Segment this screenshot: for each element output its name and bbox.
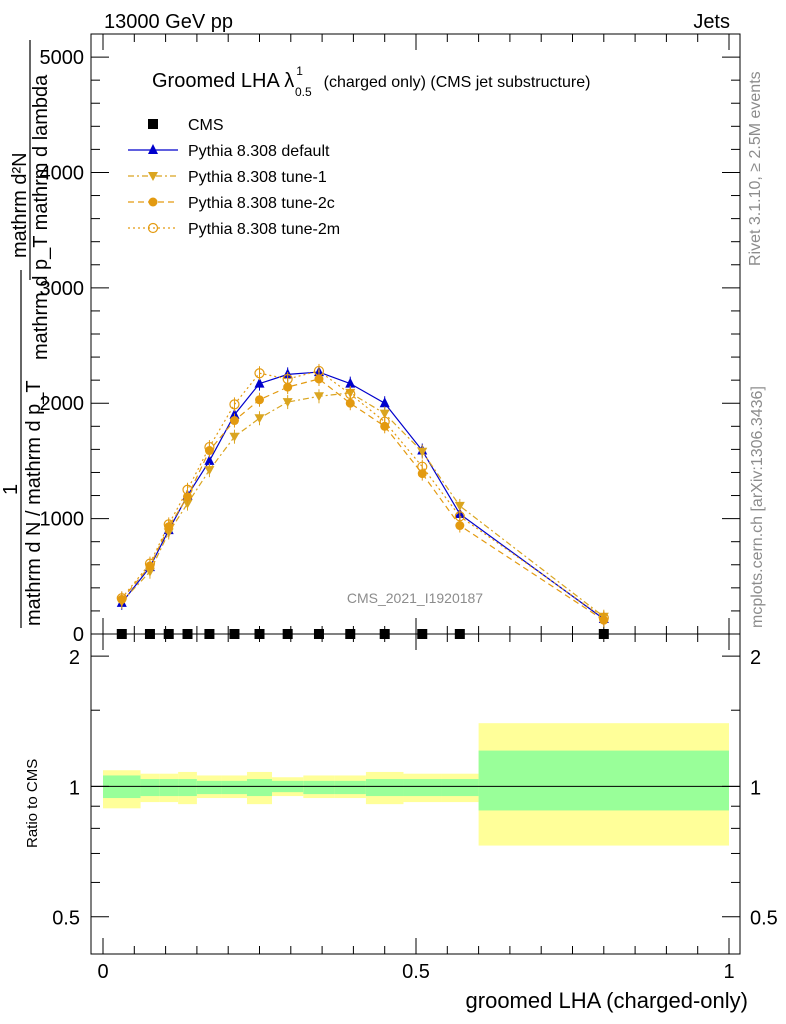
ratio-y-tick-label-right: 2 [750, 647, 761, 669]
series-point-1 [379, 397, 390, 408]
series-point-3 [345, 398, 355, 408]
ylabel-bot-num: 1 [0, 484, 22, 495]
ratio-green-band [365, 779, 404, 797]
legend-marker [148, 172, 158, 181]
x-tick-label: 0.5 [402, 961, 430, 983]
series-point-4 [144, 558, 156, 569]
chart-title-sup: 1 [296, 64, 303, 78]
ratio-green-band [221, 780, 247, 795]
category-label: Jets [693, 11, 730, 33]
series-point-2 [282, 398, 293, 408]
main-series-group [116, 363, 609, 639]
ratio-frame [90, 633, 741, 955]
y-tick-label: 5000 [40, 47, 85, 69]
legend-entry: Pythia 8.308 default [188, 143, 330, 160]
ratio-green-band [303, 780, 335, 795]
ratio-green-band [196, 780, 222, 795]
ratio-green-band [478, 750, 729, 811]
chart-title: Groomed LHA λ 1 0.5 (charged only) (CMS jet… [152, 64, 590, 99]
ratio-y-axis-label: Ratio to CMS [24, 759, 41, 848]
ratio-green-band [246, 779, 273, 797]
legend: CMS Pythia 8.308 default Pythia 8.308 tune… [128, 117, 340, 238]
ratio-y-tick-label-right: 1 [750, 777, 761, 799]
ratio-green-band [178, 779, 197, 797]
series-point-4 [282, 373, 293, 385]
ratio-y-tick-label-left: 0.5 [52, 908, 80, 930]
rivet-version-label: Rivet 3.1.10, ≥ 2.5M events [747, 71, 764, 266]
legend-entry: Pythia 8.308 tune-2c [188, 195, 335, 212]
series-line-3 [121, 378, 605, 621]
series-point-1 [204, 454, 215, 465]
legend-entry: Pythia 8.308 tune-2m [188, 221, 340, 238]
ylabel-bot-den: mathrm d N / mathrm d p_T [23, 380, 45, 626]
series-point-2 [254, 414, 265, 424]
series-point-2 [204, 466, 215, 476]
series-point-3 [229, 416, 239, 426]
legend-marker [148, 119, 158, 129]
ratio-green-band [441, 779, 479, 797]
series-point-4 [163, 519, 174, 530]
y-tick-label: 4000 [40, 162, 85, 184]
ratio-y-tick-label-left: 1 [69, 777, 80, 799]
x-tick-label: 1 [723, 961, 734, 983]
series-point-4 [116, 593, 127, 604]
chart-title-tail: (charged only) (CMS jet substructure) [324, 74, 591, 91]
chart-title-main: Groomed LHA λ [152, 70, 294, 92]
series-point-3 [314, 374, 324, 384]
ratio-y-tick-label-right: 0.5 [750, 908, 778, 930]
main-y-ticks: 0 1000 2000 3000 4000 5000 [40, 34, 740, 646]
ratio-green-band [334, 780, 366, 795]
series-point-4 [417, 461, 428, 472]
series-point-4 [454, 511, 465, 522]
ratio-bands [103, 723, 729, 846]
legend-entry: CMS [188, 117, 224, 134]
ylabel-top-num: mathrm d²N [9, 152, 31, 258]
series-point-2 [313, 392, 324, 402]
watermark-label: CMS_2021_I1920187 [347, 590, 483, 606]
chart-title-sub: 0.5 [295, 85, 312, 99]
series-point-4 [379, 416, 390, 427]
ratio-y-tick-label-left: 2 [69, 647, 80, 669]
ratio-green-band [403, 779, 442, 797]
series-point-2 [417, 447, 428, 457]
series-point-4 [182, 484, 193, 495]
series-point-1 [345, 377, 356, 388]
series-point-4 [229, 399, 240, 410]
y-tick-label: 3000 [40, 278, 85, 300]
legend-marker [147, 222, 159, 234]
energy-label: 13000 GeV pp [104, 11, 233, 33]
series-point-3 [255, 395, 264, 405]
series-point-3 [455, 521, 465, 531]
y-tick-label: 2000 [40, 393, 85, 415]
series-point-4 [345, 388, 356, 400]
x-tick-label: 0 [97, 961, 108, 983]
legend-marker [148, 144, 158, 154]
ratio-green-band [159, 779, 179, 797]
y-tick-label: 0 [73, 624, 84, 646]
ylabel-top-den: mathrm d p_T mathrm d lambda [30, 74, 52, 360]
series-point-4 [254, 368, 265, 379]
main-y-axis-label: mathrm d²N mathrm d p_T mathrm d lambda … [0, 40, 52, 628]
series-point-4 [204, 441, 215, 453]
series-point-2 [379, 409, 390, 419]
series-point-1 [254, 377, 265, 388]
series-point-2 [454, 501, 465, 511]
series-point-3 [283, 382, 293, 392]
y-tick-label: 1000 [40, 509, 85, 531]
series-line-1 [121, 371, 605, 620]
series-line-2 [121, 392, 605, 618]
legend-entry: Pythia 8.308 tune-1 [188, 169, 327, 186]
ratio-green-band [140, 779, 160, 797]
legend-marker [148, 197, 158, 207]
x-axis-label: groomed LHA (charged-only) [466, 988, 748, 1013]
series-point-2 [229, 432, 240, 442]
ratio-panel: 0.5 0.5 1 1 2 2 0 0.5 1 Ratio to CMS groomed LHA… [24, 633, 778, 1013]
series-point-4 [598, 612, 609, 623]
ratio-ticks: 0.5 0.5 1 1 2 2 0 0.5 1 [52, 634, 778, 983]
series-point-2 [182, 499, 193, 509]
series-point-4 [313, 365, 325, 377]
mcplots-label: mcplots.cern.ch [arXiv:1306.3436] [749, 386, 766, 628]
